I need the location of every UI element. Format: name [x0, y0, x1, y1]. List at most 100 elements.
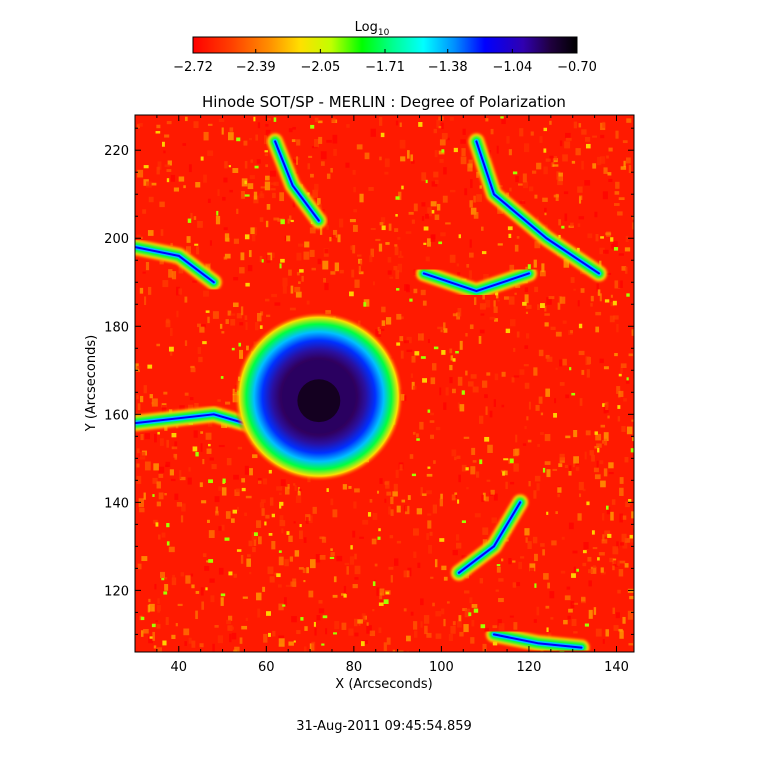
- heatmap-cell: [353, 501, 357, 509]
- heatmap-cell: [467, 381, 474, 387]
- heatmap-cell: [260, 311, 264, 316]
- heatmap-cell: [249, 175, 255, 180]
- heatmap-cell: [595, 326, 600, 333]
- heatmap-cell: [183, 628, 190, 636]
- heatmap-cell: [265, 220, 269, 228]
- heatmap-cell: [288, 269, 292, 276]
- heatmap-cell: [244, 315, 248, 321]
- heatmap-cell: [591, 454, 595, 462]
- heatmap-cell: [534, 583, 537, 588]
- heatmap-cell: [413, 630, 418, 638]
- heatmap-cell: [232, 509, 238, 514]
- heatmap-cell: [602, 249, 609, 254]
- heatmap-cell: [221, 331, 225, 334]
- heatmap-cell: [533, 619, 537, 623]
- heatmap-cell: [360, 641, 365, 647]
- heatmap-cell: [289, 556, 293, 562]
- heatmap-cell: [628, 498, 632, 503]
- heatmap-cell: [288, 128, 293, 133]
- heatmap-cell: [510, 481, 515, 485]
- heatmap-cell: [254, 165, 259, 169]
- heatmap-cell: [610, 294, 613, 298]
- heatmap-cell: [231, 347, 235, 351]
- heatmap-cell: [613, 315, 619, 320]
- heatmap-cell: [568, 608, 573, 613]
- heatmap-cell: [343, 594, 347, 598]
- heatmap-cell: [619, 487, 624, 496]
- heatmap-cell: [157, 161, 162, 170]
- heatmap-cell: [459, 631, 464, 637]
- heatmap-cell: [493, 493, 498, 501]
- heatmap-cell: [152, 494, 155, 497]
- heatmap-cell: [410, 154, 413, 162]
- heatmap-cell: [254, 322, 259, 331]
- heatmap-cell: [481, 494, 484, 502]
- heatmap-cell: [141, 556, 148, 562]
- heatmap-cell: [227, 310, 232, 316]
- heatmap-cell: [439, 538, 445, 542]
- heatmap-cell: [619, 513, 623, 523]
- heatmap-cell: [320, 151, 327, 160]
- heatmap-cell: [338, 218, 344, 228]
- heatmap-cell: [490, 489, 495, 495]
- heatmap-cell: [346, 124, 350, 128]
- heatmap-cell: [559, 140, 563, 147]
- heatmap-cell: [228, 571, 233, 576]
- heatmap-cell: [280, 258, 285, 263]
- heatmap-cell: [435, 611, 442, 617]
- heatmap-cell: [258, 536, 262, 545]
- heatmap-cell: [573, 121, 578, 129]
- heatmap-cell: [357, 254, 362, 257]
- heatmap-cell: [618, 390, 624, 397]
- heatmap-cell: [233, 276, 239, 281]
- heatmap-cell: [360, 259, 363, 266]
- heatmap-cell: [416, 433, 419, 438]
- heatmap-cell: [384, 171, 389, 175]
- heatmap-cell: [282, 604, 286, 607]
- heatmap-cell: [272, 630, 276, 637]
- heatmap-cell: [293, 483, 296, 486]
- heatmap-cell: [451, 494, 456, 501]
- heatmap-cell: [278, 603, 284, 611]
- heatmap-cell: [321, 209, 325, 216]
- colorbar: Log10 −2.72 −2.39 −2.05 −1.71 −1.38 −1.04 −0.7…: [173, 20, 597, 75]
- heatmap-cell: [329, 236, 332, 242]
- heatmap-cell: [522, 443, 527, 446]
- heatmap-cell: [186, 246, 192, 254]
- heatmap-cell: [603, 167, 608, 174]
- heatmap-cell: [389, 535, 394, 539]
- heatmap-cell: [430, 434, 434, 439]
- heatmap-cell: [357, 619, 363, 624]
- colorbar-tick-label: −0.70: [557, 60, 597, 75]
- heatmap-cell: [232, 168, 239, 173]
- heatmap-cell: [523, 364, 529, 367]
- heatmap-cell: [540, 543, 545, 547]
- heatmap-cell: [567, 615, 571, 620]
- heatmap-cell: [162, 141, 165, 147]
- heatmap-cell: [354, 632, 359, 637]
- heatmap-cell: [600, 156, 606, 164]
- heatmap-cell: [461, 555, 468, 559]
- heatmap-cell: [424, 625, 428, 635]
- heatmap-cell: [594, 211, 598, 218]
- heatmap-cell: [590, 302, 593, 307]
- heatmap-cell: [211, 464, 217, 470]
- heatmap-cell: [179, 470, 182, 480]
- heatmap-cell: [603, 404, 607, 414]
- heatmap-cell: [621, 426, 626, 432]
- heatmap-cell: [624, 456, 629, 463]
- heatmap-cell: [380, 132, 385, 138]
- heatmap-cell: [157, 598, 160, 604]
- heatmap-cell: [452, 388, 456, 394]
- heatmap-cell: [184, 340, 188, 346]
- colorbar-label: Log10: [355, 20, 390, 38]
- colorbar-tick-label: −2.39: [236, 60, 276, 75]
- heatmap-cell: [612, 300, 617, 306]
- heatmap-cell: [533, 490, 537, 499]
- heatmap-cell: [400, 350, 404, 359]
- heatmap-cell: [438, 241, 443, 245]
- heatmap-cell: [548, 630, 551, 634]
- heatmap-cell: [217, 635, 224, 644]
- heatmap-cell: [404, 395, 407, 401]
- heatmap-cell: [619, 477, 624, 484]
